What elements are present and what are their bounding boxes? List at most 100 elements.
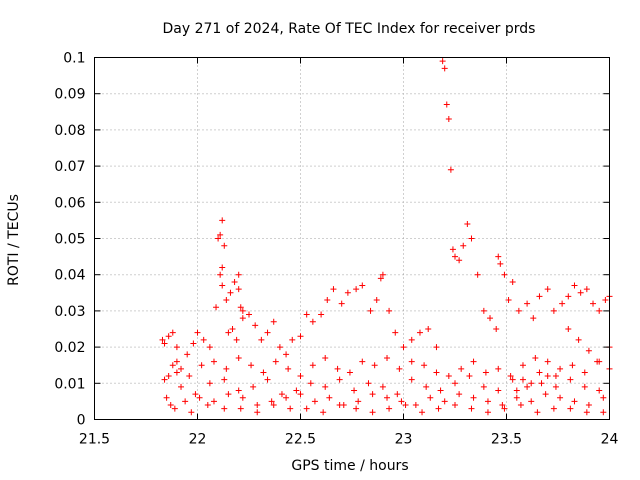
data-point [229,326,236,332]
data-point [583,286,590,293]
data-point [542,391,549,398]
data-point [484,398,491,405]
data-point [433,344,440,351]
y-tick-label: 0.06 [54,195,85,211]
data-point [217,271,224,278]
data-point [452,253,458,260]
data-point [577,289,584,296]
x-tick-label: 23.5 [491,432,522,448]
data-point [445,373,452,380]
data-point [493,326,500,332]
data-point [289,336,296,343]
data-point [408,376,415,383]
data-point [596,307,603,314]
data-point [501,271,508,278]
data-point [495,387,502,394]
data-point [178,383,185,390]
data-point [419,409,426,416]
data-point [272,358,279,365]
data-point [303,311,310,318]
data-point [519,376,526,383]
data-point [239,307,246,314]
data-point [565,293,572,300]
data-point [384,354,391,361]
data-point [402,402,409,409]
data-point [239,315,246,322]
data-point [161,340,168,347]
data-point [161,376,168,383]
data-point [334,365,341,372]
data-point [223,297,230,304]
axis-ticks: 0 0.01 0.02 0.03 0.04 0.05 0.06 0.07 0.08 0.09 0.1… [54,51,618,448]
data-point [484,409,491,416]
data-point [456,391,463,398]
data-point [297,391,304,398]
data-point [441,398,448,405]
data-point [552,373,559,380]
data-point [581,383,588,390]
data-point [513,394,520,401]
data-point [497,260,504,267]
data-point [344,289,351,296]
data-point [569,362,576,369]
data-point [460,242,467,249]
data-point [480,307,487,314]
data-point [474,271,481,278]
data-point [507,373,514,380]
data-point [359,358,366,365]
data-point [515,307,522,314]
data-point [452,402,458,409]
data-point [509,376,516,383]
data-point [338,300,345,307]
data-point [423,383,430,390]
chart-title: Day 271 of 2024, Rate Of TEC Index for r… [163,21,536,37]
data-point [285,365,292,372]
data-point [252,322,259,329]
data-point [441,65,448,72]
data-point [524,300,531,307]
data-point [470,394,477,401]
y-tick-label: 0.01 [54,376,85,392]
data-point [270,318,277,325]
x-tick-label: 23 [395,432,413,448]
data-point [365,380,372,387]
data-point [433,369,440,376]
data-point [536,369,543,376]
data-point [219,264,226,271]
data-point [165,373,172,380]
data-point [373,297,380,304]
data-point [293,387,300,394]
data-point [437,387,444,394]
x-tick-label: 22 [189,432,207,448]
data-point [532,354,539,361]
data-point [571,398,578,405]
data-point [456,257,463,264]
data-point [445,116,452,123]
data-point [495,253,502,260]
data-point [254,402,261,409]
data-point [210,398,217,405]
data-point [184,351,191,358]
data-point [351,387,358,394]
data-point [258,336,265,343]
data-point [237,405,244,412]
data-point [227,289,234,296]
data-point [260,369,267,376]
data-point [421,362,428,369]
data-point [324,297,331,304]
data-point [206,344,213,351]
data-point [408,336,415,343]
data-point [264,329,271,336]
y-tick-label: 0.09 [54,87,85,103]
data-point [369,391,376,398]
data-point [557,365,564,372]
x-tick-label: 24 [601,432,619,448]
data-point [194,329,201,336]
data-point [309,318,316,325]
data-point [379,271,386,278]
data-point [219,217,226,224]
data-point [353,286,360,293]
data-point [206,380,213,387]
y-tick-label: 0.02 [54,340,85,356]
data-point [585,402,592,409]
